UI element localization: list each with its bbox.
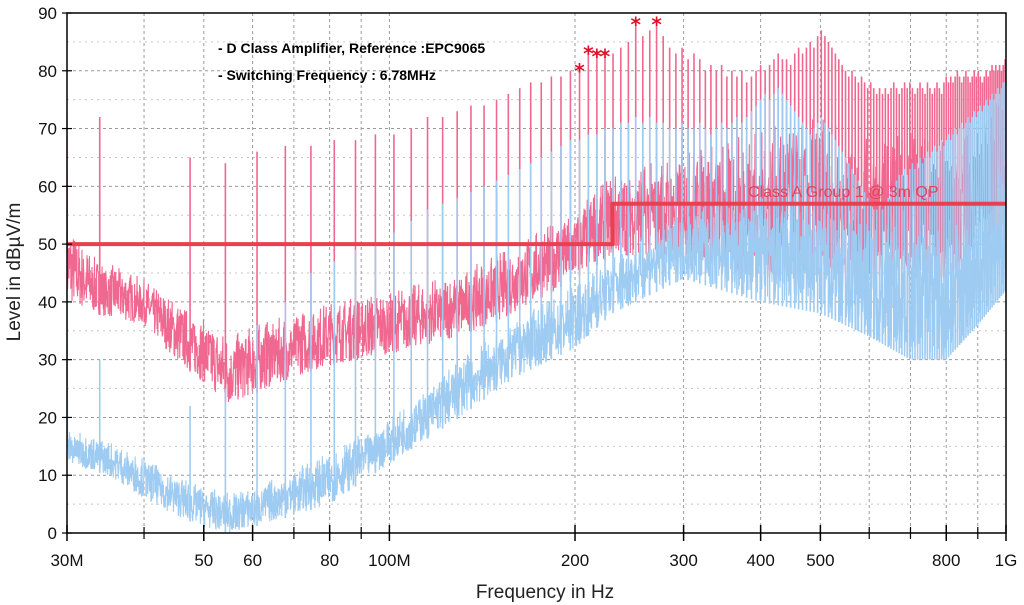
marker-layer: ***** * bbox=[574, 13, 662, 83]
peak-marker: * bbox=[631, 13, 642, 37]
ticks-layer: 30M 50 60 80 100M 200 300 400 500 800 1G 0 10 20 30 40 5… bbox=[38, 4, 1017, 570]
x-tick-label: 400 bbox=[746, 551, 774, 570]
x-tick-label: 300 bbox=[669, 551, 697, 570]
x-axis-title: Frequency in Hz bbox=[476, 582, 614, 603]
limit-line-label: Class A Group 1 @ 3m QP bbox=[748, 184, 939, 201]
x-tick-label: 60 bbox=[243, 551, 262, 570]
peak-marker: * bbox=[600, 44, 611, 68]
series-trace bbox=[66, 173, 1007, 533]
x-tick-label: 80 bbox=[320, 551, 339, 570]
annotation-line-1: - D Class Amplifier, Reference :EPC9065 bbox=[218, 40, 485, 56]
x-tick-label: 100M bbox=[368, 551, 411, 570]
annotation-line-2: - Switching Frequency : 6.78MHz bbox=[218, 67, 436, 83]
x-tick-label: 200 bbox=[561, 551, 589, 570]
x-tick-label: 800 bbox=[932, 551, 960, 570]
limit-layer bbox=[67, 201, 1006, 247]
x-tick-label: 500 bbox=[806, 551, 834, 570]
y-tick-label: 10 bbox=[38, 466, 57, 485]
y-tick-label: 60 bbox=[38, 177, 57, 196]
y-tick-label: 50 bbox=[38, 235, 57, 254]
peak-marker: * bbox=[651, 13, 662, 37]
x-tick-label: 1G bbox=[995, 551, 1018, 570]
limit-line bbox=[67, 201, 1006, 247]
x-tick-label: 50 bbox=[194, 551, 213, 570]
plot-frame bbox=[66, 12, 1007, 534]
peak-marker: * bbox=[592, 44, 603, 68]
series-layer bbox=[66, 24, 1007, 533]
peak-marker: * bbox=[574, 59, 585, 83]
y-tick-label: 90 bbox=[38, 4, 57, 23]
x-tick-label: 30M bbox=[50, 551, 83, 570]
y-tick-label: 70 bbox=[38, 120, 57, 139]
y-tick-label: 20 bbox=[38, 408, 57, 427]
y-tick-label: 30 bbox=[38, 351, 57, 370]
y-tick-label: 40 bbox=[38, 293, 57, 312]
y-axis-title: Level in dBµV/m bbox=[4, 203, 25, 342]
y-tick-label: 80 bbox=[38, 62, 57, 81]
y-tick-label: 0 bbox=[48, 524, 57, 543]
peak-marker: * bbox=[583, 41, 594, 65]
